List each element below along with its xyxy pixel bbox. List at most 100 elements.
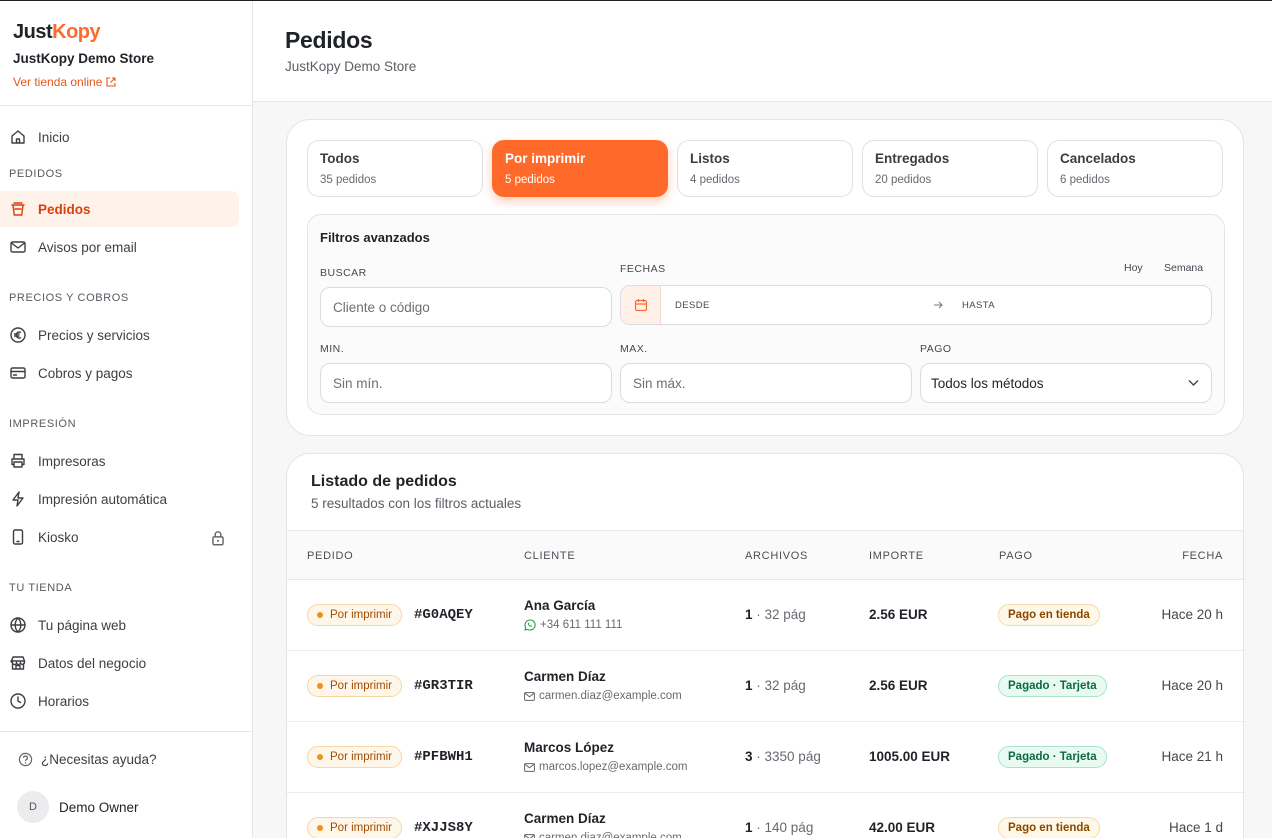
amount: 42.00 EUR — [869, 820, 936, 835]
store-link[interactable]: Ver tienda online — [13, 75, 116, 89]
amount: 1005.00 EUR — [869, 749, 951, 764]
tab-count[interactable]: 20 pedidos — [875, 174, 932, 186]
nav-item[interactable]: Inicio — [0, 119, 239, 155]
page-count: · 32 pág — [756, 607, 806, 622]
payment-value[interactable]: Todos los métodos — [931, 375, 1044, 391]
order-date: Hace 20 h — [1161, 607, 1223, 622]
max-placeholder[interactable]: Sin máx. — [633, 375, 686, 391]
date-to[interactable]: HASTA — [962, 300, 995, 311]
status-tab[interactable]: Por imprimir 5 pedidos — [492, 140, 668, 197]
table-header: PEDIDO CLIENTE ARCHIVOS IMPORTE PAGO FECHA — [287, 530, 1243, 580]
files: 1 · 32 pág — [745, 607, 806, 622]
nav-item[interactable]: Cobros y pagos — [0, 355, 239, 391]
dates-label: FECHAS — [620, 263, 666, 275]
user[interactable]: D Demo Owner — [17, 791, 139, 823]
search-input[interactable]: Cliente o código — [320, 287, 612, 327]
status-badge: Por imprimir — [307, 817, 402, 838]
nav-item[interactable]: Impresoras — [0, 443, 239, 479]
nav-item[interactable]: Impresión automática — [0, 481, 239, 517]
help[interactable]: ¿Necesitas ayuda? — [18, 752, 157, 767]
nav-label[interactable]: Horarios — [38, 693, 90, 709]
nav-label[interactable]: Kiosko — [38, 529, 79, 545]
nav-item[interactable]: Pedidos — [0, 191, 239, 227]
contact-text: marcos.lopez@example.com — [539, 761, 688, 773]
min-placeholder[interactable]: Sin mín. — [333, 375, 383, 391]
nav-label[interactable]: Impresoras — [38, 453, 106, 469]
column-header: FECHA — [1182, 550, 1223, 562]
search-placeholder[interactable]: Cliente o código — [333, 299, 430, 315]
lock-icon — [212, 531, 224, 546]
nav-icon — [12, 491, 24, 507]
nav-item[interactable]: Tu página web — [0, 607, 239, 643]
tab-label[interactable]: Por imprimir — [505, 151, 586, 166]
nav-item[interactable]: Kiosko — [0, 519, 239, 555]
payment-select[interactable]: Todos los métodos — [920, 363, 1212, 403]
tab-count[interactable]: 6 pedidos — [1060, 174, 1110, 186]
nav-label[interactable]: Inicio — [38, 129, 70, 145]
tab-count[interactable]: 4 pedidos — [690, 174, 740, 186]
payment-label: PAGO — [920, 343, 952, 355]
nav-label[interactable]: Pedidos — [38, 201, 91, 217]
tab-label[interactable]: Entregados — [875, 151, 950, 166]
tab-label[interactable]: Todos — [320, 151, 360, 166]
status-badge: Por imprimir — [307, 675, 402, 697]
quick-date[interactable]: Hoy — [1124, 262, 1143, 274]
status-tab[interactable]: Cancelados 6 pedidos — [1047, 140, 1223, 197]
date-from[interactable]: DESDE — [675, 300, 710, 311]
status-dot — [317, 683, 323, 689]
order-row[interactable]: Por imprimir #PFBWH1 Marcos López marcos.lo… — [287, 722, 1243, 793]
order-code[interactable]: #XJJS8Y — [414, 820, 473, 836]
status-dot — [317, 754, 323, 760]
client-contact: +34 611 111 111 — [524, 619, 622, 631]
min-input[interactable]: Sin mín. — [320, 363, 612, 403]
max-label: MAX. — [620, 343, 648, 355]
status-badge: Por imprimir — [307, 604, 402, 626]
order-code[interactable]: #GR3TIR — [414, 678, 473, 694]
tab-count[interactable]: 5 pedidos — [505, 174, 555, 186]
nav-icon — [10, 617, 26, 633]
nav-label[interactable]: Avisos por email — [38, 239, 137, 255]
amount: 2.56 EUR — [869, 678, 928, 693]
client-name: Ana García — [524, 598, 596, 613]
nav-icon — [10, 327, 26, 343]
nav-icon — [10, 241, 26, 253]
nav-icon — [12, 529, 24, 545]
max-input[interactable]: Sin máx. — [620, 363, 912, 403]
divider — [0, 105, 252, 106]
nav-item[interactable]: Precios y servicios — [0, 317, 239, 353]
status-dot — [317, 825, 323, 831]
order-row[interactable]: Por imprimir #XJJS8Y Carmen Díaz carmen.dia… — [287, 793, 1243, 838]
tab-label[interactable]: Listos — [690, 151, 730, 166]
nav-label[interactable]: Precios y servicios — [38, 327, 150, 343]
nav: Inicio PEDIDOS Pedidos Avisos por email PREC… — [0, 119, 252, 721]
nav-section: IMPRESIÓN — [9, 418, 77, 430]
nav-label[interactable]: Impresión automática — [38, 491, 168, 507]
nav-icon — [10, 656, 26, 670]
files: 1 · 32 pág — [745, 678, 806, 693]
nav-item[interactable]: Datos del negocio — [0, 645, 239, 681]
help-text[interactable]: ¿Necesitas ayuda? — [41, 752, 157, 767]
status-tab[interactable]: Entregados 20 pedidos — [862, 140, 1038, 197]
order-code[interactable]: #G0AQEY — [414, 607, 473, 623]
nav-label[interactable]: Cobros y pagos — [38, 365, 133, 381]
client-contact: carmen.diaz@example.com — [524, 690, 682, 702]
nav-label[interactable]: Datos del negocio — [38, 655, 147, 671]
order-row[interactable]: Por imprimir #GR3TIR Carmen Díaz carmen.dia… — [287, 651, 1243, 722]
quick-date[interactable]: Semana — [1164, 262, 1204, 274]
whatsapp-icon — [524, 619, 536, 631]
status-tab[interactable]: Listos 4 pedidos — [677, 140, 853, 197]
date-range[interactable]: DESDE HASTA — [620, 285, 1212, 325]
order-date: Hace 1 d — [1168, 820, 1223, 835]
order-row[interactable]: Por imprimir #G0AQEY Ana García +34 611 111… — [287, 580, 1243, 651]
nav-item[interactable]: Avisos por email — [0, 229, 239, 265]
payment-badge: Pago en tienda — [998, 817, 1100, 838]
store-link-text[interactable]: Ver tienda online — [13, 75, 103, 89]
tab-count[interactable]: 35 pedidos — [320, 174, 377, 186]
order-code[interactable]: #PFBWH1 — [414, 749, 473, 765]
nav-item[interactable]: Horarios — [0, 683, 239, 719]
tab-label[interactable]: Cancelados — [1060, 151, 1136, 166]
nav-icon — [11, 453, 25, 468]
advanced-filters: Filtros avanzados BUSCAR Cliente o códig… — [307, 214, 1225, 415]
status-tab[interactable]: Todos 35 pedidos — [307, 140, 483, 197]
nav-label[interactable]: Tu página web — [38, 617, 127, 633]
